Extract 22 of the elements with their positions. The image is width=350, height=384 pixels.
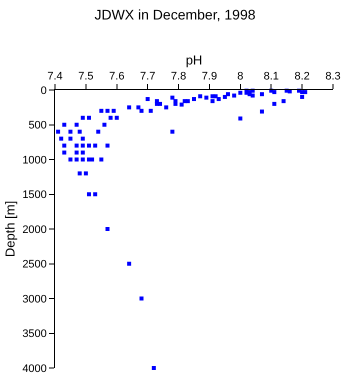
y-tick-label: 1500 <box>22 189 47 202</box>
y-tick-label: 500 <box>28 120 47 132</box>
y-tick-label: 2500 <box>22 258 47 271</box>
y-tick-label: 4000 <box>22 362 47 375</box>
x-tick-label: 7.8 <box>170 70 186 83</box>
y-tick-label: 1000 <box>22 154 47 166</box>
x-tick-label: 7.9 <box>202 70 218 83</box>
x-tick-label: 7.7 <box>140 70 156 83</box>
x-tick-label: 7.4 <box>47 70 63 83</box>
x-tick-label: 8.3 <box>325 70 341 83</box>
x-tick-label: 7.6 <box>109 70 124 83</box>
y-tick-label: 2000 <box>22 224 47 236</box>
x-tick-label: 8.2 <box>294 70 310 83</box>
y-tick-label: 0 <box>40 84 47 97</box>
x-tick-label: 7.5 <box>78 70 94 83</box>
x-axis-title: pH <box>186 52 202 68</box>
y-axis-title: Depth [m] <box>2 200 18 258</box>
x-tick-label: 8 <box>237 70 244 83</box>
y-tick-label: 3000 <box>22 293 47 306</box>
chart-title: JDWX in December, 1998 <box>94 6 256 22</box>
y-tick-label: 3500 <box>22 328 47 340</box>
x-tick-label: 8.1 <box>264 70 279 83</box>
